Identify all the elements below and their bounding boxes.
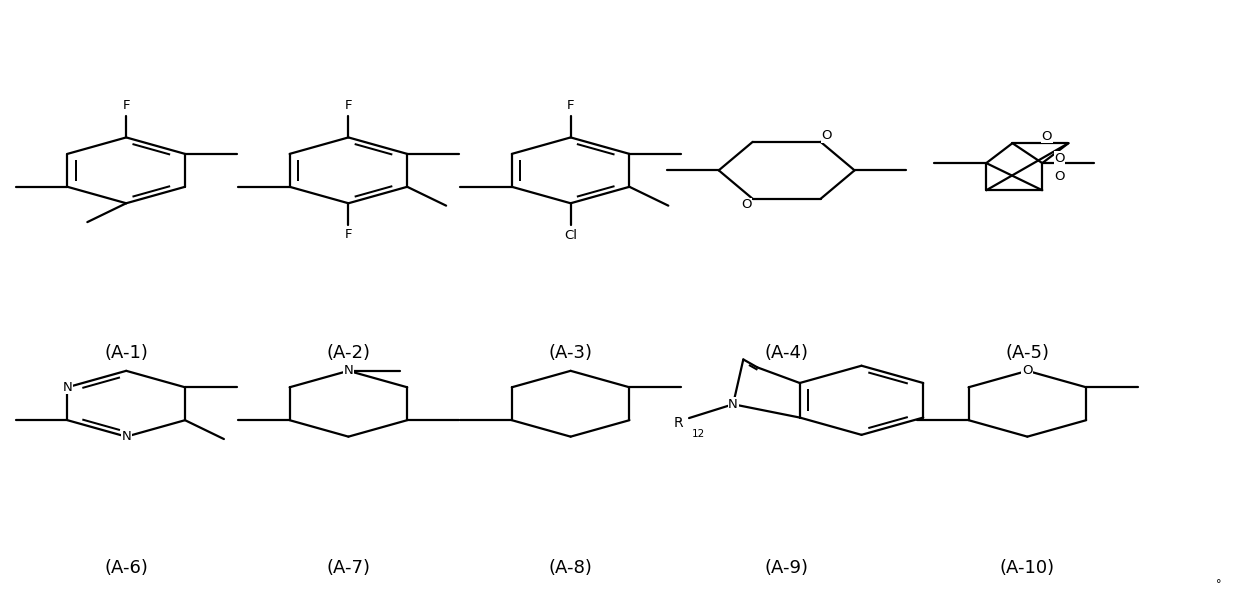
Text: (A-4): (A-4) (765, 344, 808, 362)
Text: N: N (343, 364, 353, 378)
Text: (A-3): (A-3) (548, 344, 593, 362)
Text: F: F (123, 100, 130, 112)
Text: Cl: Cl (564, 229, 577, 242)
Text: (A-7): (A-7) (326, 559, 371, 577)
Text: O: O (742, 198, 751, 211)
Text: N: N (62, 381, 72, 394)
Text: 12: 12 (692, 429, 704, 439)
Text: O: O (1042, 129, 1052, 143)
Text: O: O (822, 129, 832, 143)
Text: °: ° (1216, 579, 1221, 590)
Text: F: F (345, 228, 352, 241)
Text: F: F (345, 100, 352, 112)
Text: F: F (567, 100, 574, 112)
Text: (A-5): (A-5) (1006, 344, 1049, 362)
Text: N: N (728, 398, 738, 411)
Text: (A-1): (A-1) (104, 344, 148, 362)
Text: O: O (1054, 152, 1065, 165)
Text: N: N (122, 430, 131, 443)
Text: (A-2): (A-2) (326, 344, 371, 362)
Text: (A-6): (A-6) (104, 559, 148, 577)
Text: R: R (673, 416, 683, 430)
Text: (A-8): (A-8) (548, 559, 593, 577)
Text: O: O (1054, 170, 1065, 183)
Text: (A-10): (A-10) (999, 559, 1055, 577)
Text: O: O (1022, 364, 1033, 378)
Text: (A-9): (A-9) (765, 559, 808, 577)
